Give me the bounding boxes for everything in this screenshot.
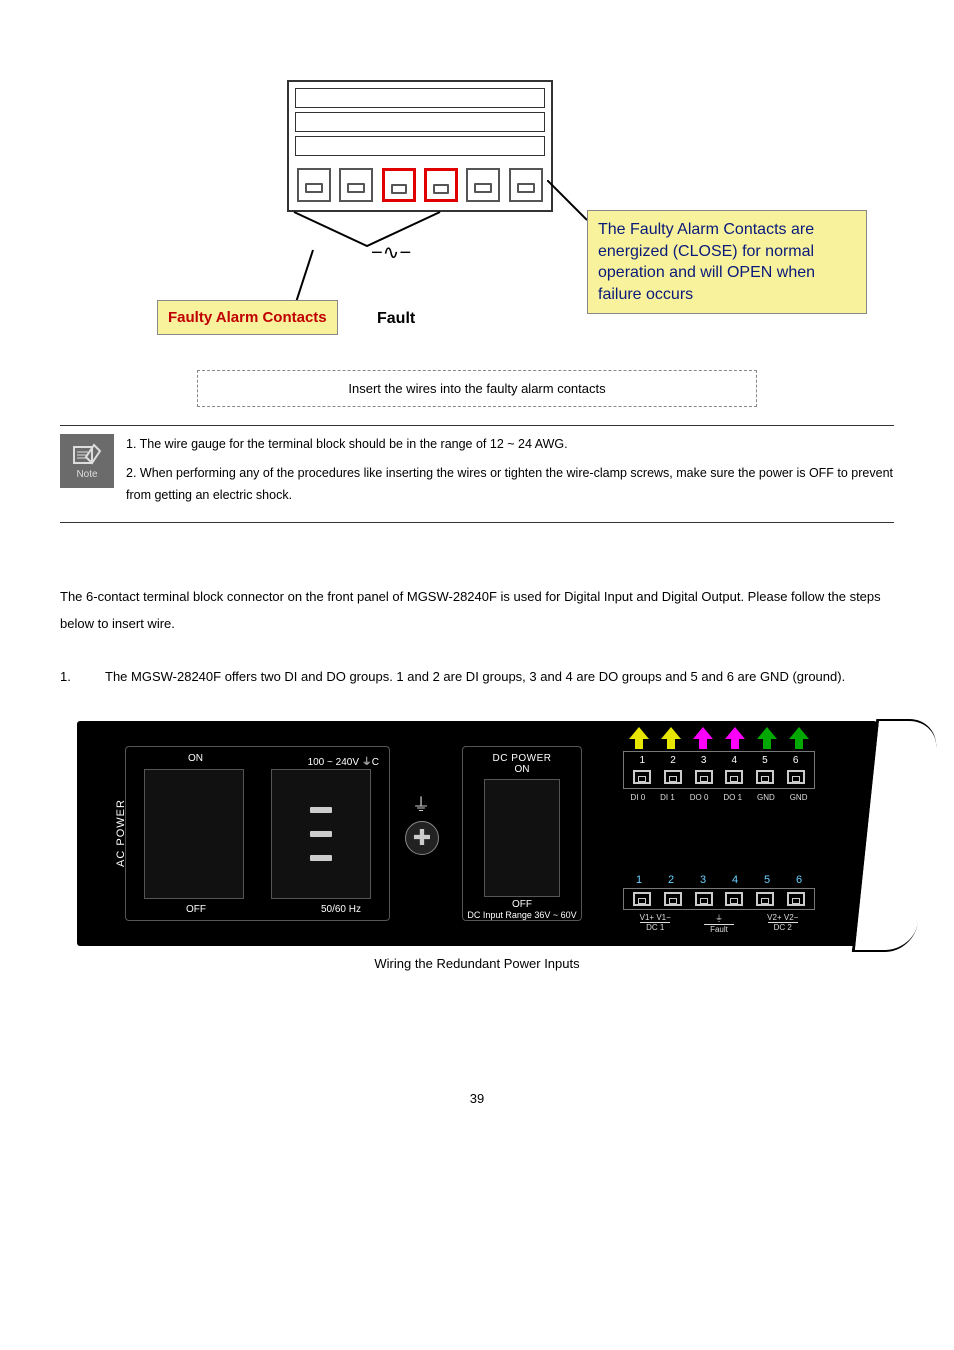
page-number: 39 <box>60 1091 894 1106</box>
dc-seg: ⏚ Fault <box>704 913 734 934</box>
faulty-alarm-figure: −∿− Fault Faulty Alarm Contacts The Faul… <box>127 80 827 360</box>
dc-terminal-number: 6 <box>796 874 802 886</box>
dido-port-label: DI 1 <box>660 793 675 802</box>
dido-terminal-port <box>633 770 651 784</box>
dido-terminal-number: 1 <box>631 755 653 766</box>
dido-arrow-icon <box>757 727 777 749</box>
callout-faulty-alarm: Faulty Alarm Contacts <box>157 300 338 335</box>
dc-terminal-number: 2 <box>668 874 674 886</box>
ac-switch <box>144 769 244 899</box>
dido-terminal-number: 3 <box>693 755 715 766</box>
ac-hz-label: 50/60 Hz <box>321 904 361 915</box>
dido-terminal-port <box>695 770 713 784</box>
callout-description: The Faulty Alarm Contacts are energized … <box>587 210 867 314</box>
dc-terminal-number: 4 <box>732 874 738 886</box>
ground-symbol: ⏚ <box>412 791 430 817</box>
dc-seg-bottom: Fault <box>704 924 734 934</box>
figure-caption: Wiring the Redundant Power Inputs <box>60 956 894 971</box>
dc-terminal-port <box>664 892 682 906</box>
fault-label: Fault <box>377 310 415 328</box>
dido-terminal-port <box>756 770 774 784</box>
dc-on-label: ON <box>463 764 581 775</box>
dido-terminal-number: 6 <box>785 755 807 766</box>
terminal-port <box>339 168 373 202</box>
terminal-port <box>297 168 331 202</box>
dc-seg: V1+ V1− DC 1 <box>640 913 671 934</box>
dido-terminal-port <box>664 770 682 784</box>
note-icon: Note <box>60 434 114 488</box>
dido-port-label: DO 1 <box>723 793 742 802</box>
dido-arrow-icon <box>629 727 649 749</box>
dc-range-label: DC Input Range 36V ~ 60V <box>463 910 581 920</box>
ac-power-box: ON 100 ~ 240V ⏚C OFF 50/60 Hz <box>125 746 390 921</box>
step-number: 1. <box>60 663 105 690</box>
dc-seg-top: V1+ V1− <box>640 913 671 922</box>
dido-terminal-box: 123456 DI 0 DI 1 DO 0 DO 1 GND GND <box>623 727 815 802</box>
note-body: 1. The wire gauge for the terminal block… <box>126 434 894 514</box>
ac-socket <box>271 769 371 899</box>
dido-port-label: GND <box>757 793 775 802</box>
note-block: Note 1. The wire gauge for the terminal … <box>60 425 894 523</box>
device-panel-figure: AC POWER ON 100 ~ 240V ⏚C OFF 50/60 Hz ⏚… <box>77 721 877 946</box>
dc-terminal-number: 3 <box>700 874 706 886</box>
leader-line <box>295 250 314 303</box>
dc-seg-bottom: DC 2 <box>768 922 798 932</box>
terminal-port <box>466 168 500 202</box>
bracket-line <box>292 210 442 250</box>
intro-paragraph: The 6-contact terminal block connector o… <box>60 583 894 638</box>
dido-port-label: DI 0 <box>630 793 645 802</box>
dido-arrow-icon <box>661 727 681 749</box>
ac-on-label: ON <box>188 753 203 764</box>
dido-arrow-icon <box>789 727 809 749</box>
dc-power-box: DC POWER ON OFF DC Input Range 36V ~ 60V <box>462 746 582 921</box>
dc-input-terminal-box: 1 2 3 4 5 6 V1+ V1− DC 1 ⏚ Fault V2+ V2− DC 2 <box>623 874 815 934</box>
dc-seg-top: ⏚ <box>715 913 723 924</box>
dc-seg-top: V2+ V2− <box>767 913 798 922</box>
dido-terminal-number: 2 <box>662 755 684 766</box>
dc-seg: V2+ V2− DC 2 <box>767 913 798 934</box>
terminal-port-highlighted <box>382 168 416 202</box>
fault-symbol: −∿− <box>371 240 411 265</box>
figure-caption: Insert the wires into the faulty alarm c… <box>197 370 757 407</box>
ground-screw-icon: ✚ <box>405 821 439 855</box>
dido-port-label: GND <box>790 793 808 802</box>
dc-off-label: OFF <box>463 899 581 910</box>
dido-terminal-number: 5 <box>754 755 776 766</box>
step-item: 1. The MGSW-28240F offers two DI and DO … <box>60 663 894 690</box>
dido-arrow-icon <box>693 727 713 749</box>
dido-arrow-icon <box>725 727 745 749</box>
dido-terminal-port <box>787 770 805 784</box>
dc-terminal-port <box>695 892 713 906</box>
note-icon-label: Note <box>76 469 97 480</box>
dc-power-title: DC POWER <box>463 753 581 764</box>
dc-terminal-port <box>756 892 774 906</box>
dc-terminal-number: 5 <box>764 874 770 886</box>
dc-terminal-port <box>787 892 805 906</box>
terminal-block-diagram <box>287 80 553 212</box>
dido-port-label: DO 0 <box>690 793 709 802</box>
step-text: The MGSW-28240F offers two DI and DO gro… <box>105 663 894 690</box>
dc-terminal-port <box>725 892 743 906</box>
leader-line <box>547 180 587 240</box>
note-item: 2. When performing any of the procedures… <box>126 463 894 506</box>
note-item: 1. The wire gauge for the terminal block… <box>126 434 894 455</box>
dc-terminal-number: 1 <box>636 874 642 886</box>
ac-voltage-label: 100 ~ 240V ⏚C <box>308 753 379 768</box>
dido-terminal-number: 4 <box>723 755 745 766</box>
ac-off-label: OFF <box>186 904 206 915</box>
terminal-port <box>509 168 543 202</box>
dc-switch <box>484 779 560 897</box>
dido-terminal-port <box>725 770 743 784</box>
dc-seg-bottom: DC 1 <box>640 922 670 932</box>
terminal-port-highlighted <box>424 168 458 202</box>
dc-terminal-port <box>633 892 651 906</box>
